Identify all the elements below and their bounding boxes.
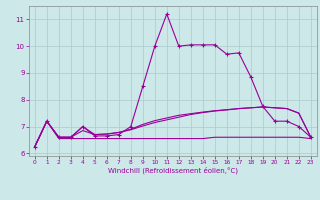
X-axis label: Windchill (Refroidissement éolien,°C): Windchill (Refroidissement éolien,°C)	[108, 167, 238, 174]
